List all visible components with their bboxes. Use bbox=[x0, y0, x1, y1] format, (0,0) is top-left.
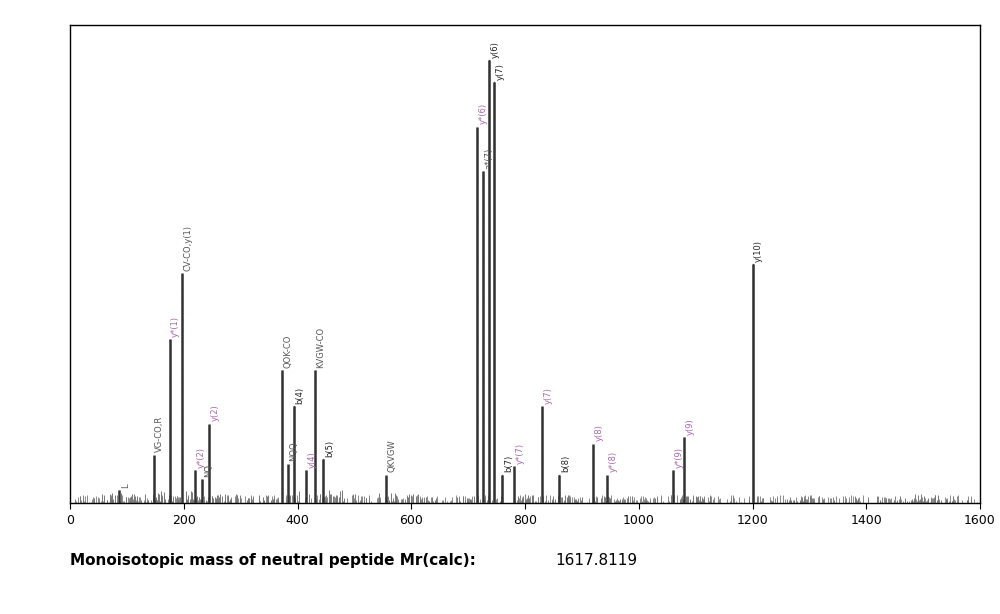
Text: 1617.8119: 1617.8119 bbox=[555, 553, 637, 567]
Text: y*(8): y*(8) bbox=[609, 451, 618, 472]
Text: b(8): b(8) bbox=[561, 455, 570, 472]
Text: y*(1): y*(1) bbox=[171, 316, 180, 337]
Text: y(2): y(2) bbox=[211, 405, 220, 421]
Text: y(6): y(6) bbox=[490, 41, 499, 58]
Text: QKVGW: QKVGW bbox=[387, 440, 396, 472]
Text: y(7): y(7) bbox=[544, 387, 553, 404]
Text: y*(7): y*(7) bbox=[515, 443, 524, 464]
Text: b(7): b(7) bbox=[504, 455, 513, 472]
Text: Monoisotopic mass of neutral peptide Mr(calc):: Monoisotopic mass of neutral peptide Mr(… bbox=[70, 553, 476, 567]
Text: CV-CO,y(1): CV-CO,y(1) bbox=[184, 225, 193, 271]
Text: y*(9): y*(9) bbox=[675, 447, 684, 468]
Text: y(8): y(8) bbox=[595, 424, 604, 441]
Text: b(5): b(5) bbox=[325, 440, 334, 457]
Text: VG-CO,R: VG-CO,R bbox=[155, 416, 164, 453]
Text: KVGW-CO: KVGW-CO bbox=[316, 327, 325, 368]
Text: y*(2): y*(2) bbox=[197, 447, 206, 468]
Text: y*(6): y*(6) bbox=[479, 103, 488, 125]
Text: y(4): y(4) bbox=[308, 451, 317, 468]
Text: L: L bbox=[121, 483, 130, 488]
Text: y(9): y(9) bbox=[686, 418, 695, 435]
Text: b(4): b(4) bbox=[295, 387, 304, 404]
Text: y(10): y(10) bbox=[754, 240, 763, 262]
Text: QOK-CO: QOK-CO bbox=[284, 335, 293, 368]
Text: a*(7): a*(7) bbox=[485, 147, 494, 169]
Text: y(7): y(7) bbox=[496, 63, 505, 80]
Text: NQQ: NQQ bbox=[290, 441, 299, 461]
Text: NQ: NQ bbox=[204, 464, 213, 477]
